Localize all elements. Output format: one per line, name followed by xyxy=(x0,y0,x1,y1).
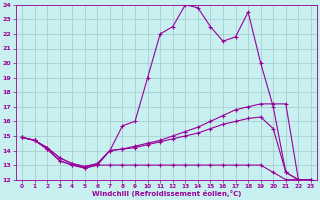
X-axis label: Windchill (Refroidissement éolien,°C): Windchill (Refroidissement éolien,°C) xyxy=(92,190,241,197)
